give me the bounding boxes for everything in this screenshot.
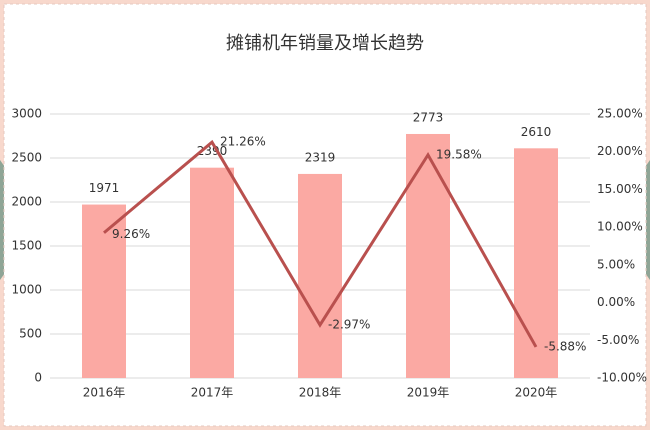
- line-label: -5.88%: [544, 339, 586, 353]
- x-tick-label: 2020年: [515, 386, 558, 400]
- line-label: 19.58%: [436, 147, 482, 161]
- x-tick-label: 2019年: [407, 386, 450, 400]
- x-tick-label: 2018年: [299, 386, 342, 400]
- x-tick-label: 2017年: [191, 386, 234, 400]
- y2-tick-label: 10.00%: [597, 220, 643, 234]
- y2-tick-label: 5.00%: [597, 257, 635, 271]
- chart-title: 摊铺机年销量及增长趋势: [226, 33, 424, 54]
- y-tick-label: 2500: [11, 151, 42, 165]
- y-tick-label: 3000: [11, 107, 42, 121]
- x-tick-label: 2016年: [83, 386, 126, 400]
- line-label: 9.26%: [112, 227, 150, 241]
- line-label: -2.97%: [328, 317, 370, 331]
- bar: [298, 173, 342, 378]
- y2-tick-label: -5.00%: [597, 333, 639, 347]
- y2-tick-label: 0.00%: [597, 295, 635, 309]
- y-tick-label: 1000: [11, 283, 42, 297]
- y2-tick-label: -10.00%: [597, 371, 647, 385]
- bar: [190, 167, 234, 378]
- y2-tick-label: 25.00%: [597, 107, 643, 121]
- bar: [82, 204, 126, 378]
- y2-tick-label: 20.00%: [597, 144, 643, 158]
- y-tick-label: 1500: [11, 239, 42, 253]
- y-tick-label: 2000: [11, 195, 42, 209]
- line-label: 21.26%: [220, 135, 266, 149]
- y-tick-label: 500: [19, 327, 42, 341]
- bar-label: 1971: [89, 181, 120, 195]
- y2-tick-label: 15.00%: [597, 182, 643, 196]
- bar-label: 2319: [305, 150, 336, 164]
- bar-label: 2773: [413, 110, 444, 124]
- bar: [406, 133, 450, 378]
- bar: [514, 148, 558, 378]
- line: [103, 139, 538, 348]
- y-tick-label: 0: [34, 371, 42, 385]
- bar-label: 2610: [521, 125, 552, 139]
